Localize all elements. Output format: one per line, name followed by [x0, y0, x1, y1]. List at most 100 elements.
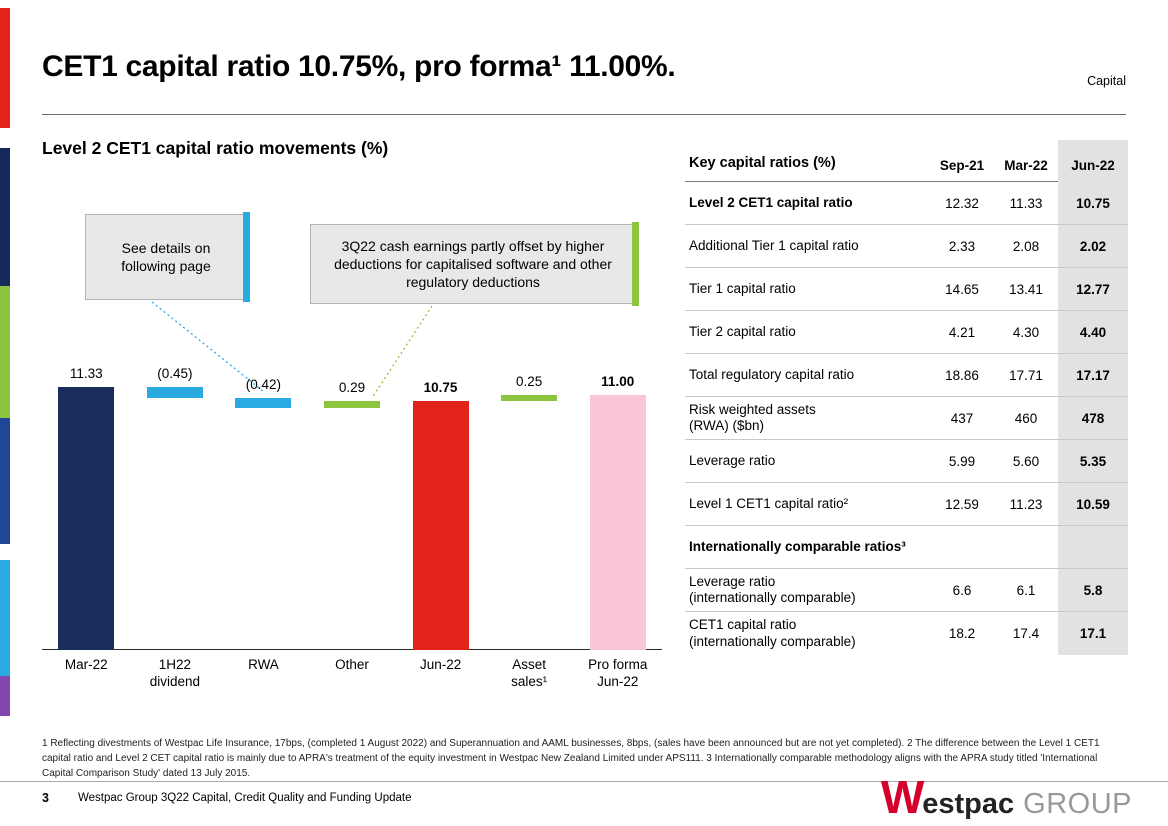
- page-number: 3: [42, 791, 49, 805]
- waterfall-bar: [412, 400, 469, 650]
- callout-accent-bar: [243, 212, 250, 302]
- stripe-segment: [0, 148, 10, 286]
- row-value: [1058, 526, 1128, 568]
- row-value: 17.17: [1058, 354, 1128, 396]
- row-label: Tier 2 capital ratio: [689, 323, 796, 339]
- callout-accent-bar: [632, 222, 639, 306]
- stripe-segment: [0, 676, 10, 716]
- x-axis-labels: Mar-22 1H22 dividend RWA Other Jun-22 Asset s…: [42, 657, 662, 691]
- x-axis-label: 1H22 dividend: [149, 657, 201, 689]
- row-label: Internationally comparable ratios³: [689, 538, 906, 554]
- x-axis-label: Other: [335, 657, 369, 672]
- row-value: 14.65: [945, 281, 979, 297]
- row-label: CET1 capital ratio (internationally comp…: [689, 617, 856, 649]
- row-label: Additional Tier 1 capital ratio: [689, 237, 859, 253]
- row-value: 5.35: [1058, 440, 1128, 482]
- callout-text: See details on following page: [121, 239, 211, 274]
- footer-title: Westpac Group 3Q22 Capital, Credit Quali…: [78, 792, 412, 804]
- logo-wordmark: estpac: [922, 788, 1015, 820]
- row-value: 5.99: [948, 453, 976, 469]
- row-value: 12.32: [945, 195, 979, 211]
- row-label: Level 2 CET1 capital ratio: [689, 194, 853, 210]
- stripe-segment: [0, 8, 10, 128]
- waterfall-bar: [146, 387, 203, 398]
- table-row: Additional Tier 1 capital ratio 2.33 2.08 2…: [685, 225, 1128, 268]
- page-title: CET1 capital ratio 10.75%, pro forma¹ 11…: [42, 50, 676, 83]
- x-axis-label: Asset sales¹: [511, 657, 548, 689]
- row-value: 5.60: [1012, 453, 1040, 469]
- bar-value-label: 10.75: [423, 379, 458, 395]
- bar-value-label: 11.00: [601, 374, 635, 390]
- table-row: Total regulatory capital ratio 18.86 17.71…: [685, 354, 1128, 397]
- row-value: 5.8: [1058, 569, 1128, 611]
- callout-see-details: See details on following page: [85, 212, 250, 302]
- logo-group-text: GROUP: [1023, 788, 1132, 820]
- row-value: 460: [1014, 410, 1038, 426]
- table-row: Tier 2 capital ratio 4.21 4.30 4.40: [685, 311, 1128, 354]
- table-row: Risk weighted assets (RWA) ($bn) 437 460 47…: [685, 397, 1128, 440]
- waterfall-bar: [235, 397, 292, 408]
- stripe-segment: [0, 560, 10, 676]
- row-value: 11.23: [1009, 496, 1043, 512]
- row-value: 17.4: [1012, 626, 1040, 641]
- bar-value-label: 0.25: [515, 374, 543, 390]
- row-label: Tier 1 capital ratio: [689, 280, 796, 296]
- row-value: 12.59: [945, 496, 979, 512]
- row-value: 2.33: [948, 238, 976, 254]
- row-value: 4.21: [948, 324, 976, 340]
- row-value: 18.86: [945, 367, 979, 383]
- callout-text: 3Q22 cash earnings partly offset by high…: [334, 237, 612, 291]
- table-row: CET1 capital ratio (internationally comp…: [685, 612, 1128, 655]
- westpac-w-icon: W: [880, 771, 925, 823]
- row-value: 12.77: [1058, 268, 1128, 310]
- waterfall-chart: 11.33 (0.45) (0.42) 0.29 10.75 0.25 11.00: [42, 358, 662, 650]
- row-label: Leverage ratio: [689, 452, 776, 468]
- key-capital-ratios-table: Key capital ratios (%) Sep-21 Mar-22 Jun…: [685, 140, 1128, 655]
- row-value: [930, 526, 994, 568]
- x-axis-label: Pro forma Jun-22: [588, 657, 648, 689]
- row-label: Total regulatory capital ratio: [689, 366, 855, 382]
- column-header-jun-22: Jun-22: [1058, 140, 1128, 182]
- table-row: Internationally comparable ratios³: [685, 526, 1128, 569]
- table-row: Leverage ratio 5.99 5.60 5.35: [685, 440, 1128, 483]
- waterfall-bar: [324, 400, 380, 408]
- table-row: Level 1 CET1 capital ratio² 12.59 11.23 10.…: [685, 483, 1128, 526]
- row-label: Risk weighted assets (RWA) ($bn): [689, 401, 816, 433]
- row-value: 6.1: [1016, 582, 1036, 598]
- section-label: Capital: [1087, 74, 1126, 88]
- row-value: 13.41: [1009, 281, 1043, 297]
- table-body: Level 2 CET1 capital ratio 12.32 11.33 10.7…: [685, 182, 1128, 655]
- row-value: 17.71: [1009, 367, 1043, 383]
- row-value: 437: [950, 410, 974, 426]
- column-header-sep-21: Sep-21: [939, 158, 985, 173]
- row-label: Level 1 CET1 capital ratio²: [689, 495, 849, 511]
- row-value: 4.40: [1058, 311, 1128, 353]
- westpac-logo: W estpac GROUP: [881, 774, 1132, 821]
- table-row: Leverage ratio (internationally comparab…: [685, 569, 1128, 612]
- footnotes: 1 Reflecting divestments of Westpac Life…: [42, 738, 1100, 779]
- row-value: 17.1: [1058, 612, 1128, 655]
- table-row: Level 2 CET1 capital ratio 12.32 11.33 10.7…: [685, 182, 1128, 225]
- waterfall-bar: [58, 387, 115, 650]
- title-divider: [42, 114, 1126, 115]
- table-title: Key capital ratios (%): [689, 155, 836, 172]
- row-value: 2.02: [1058, 225, 1128, 267]
- column-header-mar-22: Mar-22: [1004, 158, 1048, 173]
- row-value: 10.59: [1058, 483, 1128, 525]
- table-header: Key capital ratios (%) Sep-21 Mar-22 Jun…: [685, 140, 1128, 182]
- row-value: 4.30: [1012, 324, 1040, 340]
- chart-title: Level 2 CET1 capital ratio movements (%): [42, 138, 389, 158]
- row-value: [994, 526, 1058, 568]
- brand-stripe: [0, 0, 10, 826]
- waterfall-bar: [501, 395, 558, 401]
- x-axis-label: RWA: [248, 657, 279, 672]
- footer-divider: [0, 781, 1168, 782]
- row-value: 2.08: [1012, 238, 1040, 254]
- bar-value-label: (0.42): [245, 376, 282, 392]
- row-label: Leverage ratio (internationally comparab…: [689, 573, 856, 605]
- stripe-segment: [0, 286, 10, 418]
- bar-value-label: 0.29: [338, 379, 366, 395]
- x-axis-label: Mar-22: [64, 657, 108, 672]
- table-row: Tier 1 capital ratio 14.65 13.41 12.77: [685, 268, 1128, 311]
